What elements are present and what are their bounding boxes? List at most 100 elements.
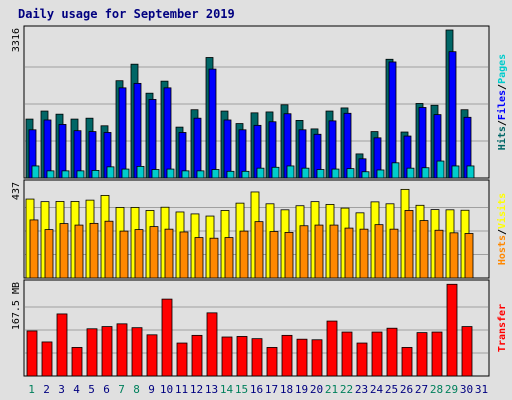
pages-bar: [196, 170, 205, 179]
pages-bar: [451, 165, 460, 179]
hosts-bar: [434, 229, 444, 279]
kbytes-bar: [281, 334, 293, 377]
kbytes-bar: [371, 331, 383, 377]
kbytes-bar: [41, 341, 53, 377]
day-label: 14: [220, 383, 234, 396]
pages-bar: [211, 169, 220, 179]
pages-bar: [46, 170, 55, 179]
day-label: 25: [385, 383, 398, 396]
kbytes-bar: [161, 298, 173, 377]
files-bar: [163, 87, 172, 179]
kbytes-bar: [146, 334, 158, 377]
day-label: 28: [430, 383, 443, 396]
day-label: 24: [370, 383, 384, 396]
axis-label-part: Files: [496, 90, 508, 120]
pages-bar: [436, 160, 445, 179]
pages-bar: [376, 169, 385, 179]
axis-label-part: Hits: [496, 126, 508, 150]
pages-bar: [61, 170, 70, 179]
pages-bar: [226, 170, 235, 179]
kbytes-bar: [446, 283, 458, 377]
hosts-bar: [164, 228, 174, 279]
pages-bar: [286, 165, 295, 179]
hosts-bar: [389, 228, 399, 279]
day-label: 30: [460, 383, 473, 396]
kbytes-bar: [356, 342, 368, 377]
pages-bar: [76, 170, 85, 179]
kbytes-bar: [296, 338, 308, 377]
day-label: 5: [88, 383, 95, 396]
day-label: 11: [175, 383, 188, 396]
pages-bar: [166, 168, 175, 179]
pages-bar: [136, 165, 145, 179]
kbytes-bar: [386, 327, 398, 377]
hosts-bar: [149, 226, 159, 279]
files-bar: [238, 129, 247, 179]
day-label: 10: [160, 383, 173, 396]
hosts-bar: [209, 237, 219, 279]
kbytes-bar: [461, 326, 473, 377]
kbytes-bar: [101, 326, 113, 377]
pages-bar: [301, 167, 310, 179]
y-max-label: 3316: [11, 28, 22, 52]
day-label: 22: [340, 383, 353, 396]
pages-bar: [121, 168, 130, 179]
kbytes-bar: [116, 323, 128, 377]
day-label: 23: [355, 383, 368, 396]
hosts-bar: [449, 232, 459, 279]
hosts-bar: [404, 210, 414, 279]
hosts-bar: [329, 224, 339, 279]
day-label: 15: [235, 383, 248, 396]
hosts-bar: [419, 220, 429, 279]
files-bar: [448, 51, 457, 179]
kbytes-bar: [26, 330, 38, 377]
axis-label-part: Visits: [496, 193, 508, 229]
kbytes-bar: [416, 332, 428, 377]
day-label: 8: [133, 383, 140, 396]
hosts-bar: [239, 230, 249, 279]
series-axis-label: Transfer: [497, 304, 508, 352]
hosts-bar: [89, 222, 99, 279]
kbytes-bar: [191, 334, 203, 377]
day-label: 21: [325, 383, 338, 396]
day-label: 17: [265, 383, 278, 396]
hosts-bar: [134, 229, 144, 279]
day-label: 1: [28, 383, 35, 396]
hosts-bar: [344, 227, 354, 279]
day-label: 16: [250, 383, 263, 396]
day-label: 13: [205, 383, 218, 396]
axis-label-part: Hosts: [497, 235, 508, 265]
chart-title: Daily usage for September 2019: [18, 7, 235, 21]
axis-label-part: Transfer: [497, 304, 508, 352]
series-axis-label: Hosts/Visits: [496, 193, 508, 265]
hosts-bar: [59, 223, 69, 279]
pages-bar: [331, 168, 340, 179]
day-label: 2: [43, 383, 50, 396]
files-bar: [223, 119, 232, 179]
kbytes-bar: [311, 339, 323, 377]
series-axis-label: Hits/Files/Pages: [496, 54, 508, 150]
files-bar: [133, 82, 142, 179]
hosts-bar: [74, 224, 84, 279]
hosts-bar: [104, 220, 114, 279]
hosts-bar: [299, 225, 309, 279]
day-label: 18: [280, 383, 293, 396]
day-label: 9: [148, 383, 155, 396]
axis-label-part: Pages: [497, 54, 508, 84]
pages-bar: [316, 169, 325, 179]
day-label: 26: [400, 383, 413, 396]
pages-bar: [241, 170, 250, 179]
kbytes-bar: [341, 331, 353, 377]
hosts-bar: [29, 219, 39, 279]
kbytes-bar: [236, 336, 248, 377]
pages-bar: [256, 167, 265, 179]
day-label: 19: [295, 383, 308, 396]
pages-bar: [106, 166, 115, 179]
kbytes-bar: [221, 336, 233, 377]
pages-bar: [406, 167, 415, 179]
pages-bar: [151, 169, 160, 179]
hosts-bar: [119, 230, 129, 279]
pages-bar: [361, 171, 370, 179]
pages-bar: [31, 165, 40, 179]
